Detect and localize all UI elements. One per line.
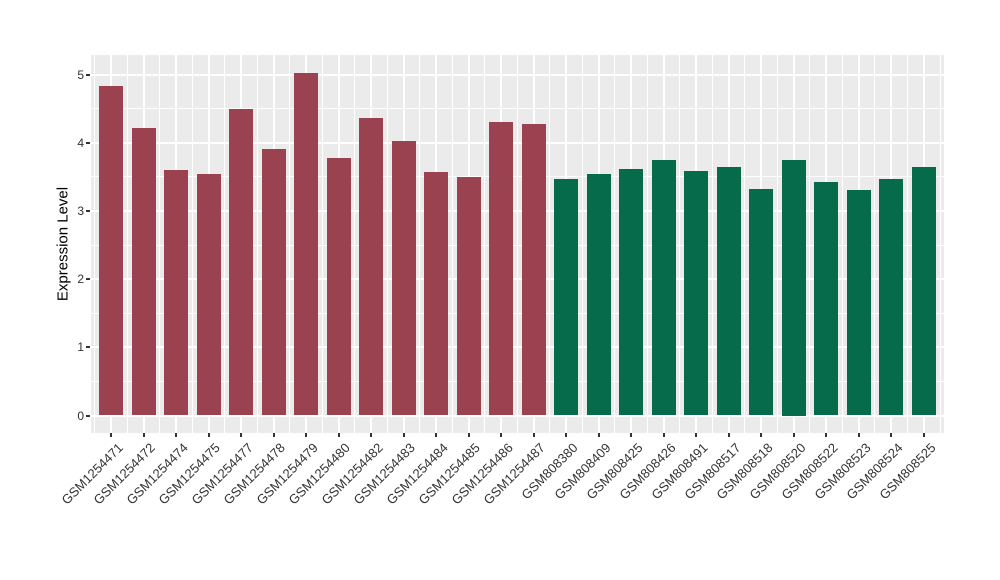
bar-GSM808520 — [781, 159, 806, 416]
y-axis-tick-label: 3 — [77, 203, 84, 218]
x-axis-tick — [402, 433, 405, 437]
bar-GSM808523 — [846, 190, 871, 416]
bar-GSM1254474 — [164, 169, 189, 416]
chart-panel — [91, 55, 944, 433]
x-axis-tick — [370, 433, 373, 437]
minor-gridline — [906, 55, 908, 433]
minor-gridline — [191, 55, 193, 433]
x-axis-tick — [857, 433, 860, 437]
x-axis-tick — [110, 433, 112, 437]
y-axis-tick — [86, 141, 90, 144]
minor-gridline — [679, 55, 681, 433]
minor-gridline — [516, 55, 518, 433]
minor-gridline — [224, 55, 226, 433]
minor-gridline — [711, 55, 713, 433]
bar-GSM1254475 — [196, 174, 221, 416]
bar-GSM808425 — [619, 169, 644, 416]
bar-GSM1254472 — [131, 128, 156, 416]
x-axis-tick — [305, 433, 308, 437]
bar-GSM1254483 — [391, 140, 416, 416]
x-axis-tick — [532, 433, 535, 437]
minor-gridline — [159, 55, 161, 433]
bar-GSM1254478 — [261, 148, 286, 416]
bar-GSM1254486 — [489, 122, 514, 416]
minor-gridline — [419, 55, 421, 433]
x-axis-tick — [630, 433, 633, 437]
y-axis-tick-label: 0 — [77, 408, 84, 423]
bar-GSM808524 — [879, 178, 904, 416]
bar-GSM808522 — [814, 181, 839, 416]
x-axis-tick — [890, 433, 893, 437]
minor-gridline — [354, 55, 356, 433]
x-axis-tick — [467, 433, 470, 437]
y-axis-tick — [86, 73, 90, 76]
x-axis-tick — [337, 433, 340, 437]
x-axis-tick — [500, 433, 503, 437]
x-axis-tick — [922, 433, 925, 437]
bar-GSM808518 — [749, 189, 774, 416]
bar-GSM1254485 — [456, 176, 481, 416]
minor-gridline — [549, 55, 551, 433]
x-axis-tick — [435, 433, 438, 437]
x-axis-tick — [272, 433, 275, 437]
bar-GSM1254484 — [424, 172, 449, 416]
x-axis-tick — [662, 433, 665, 437]
minor-gridline — [289, 55, 291, 433]
x-axis-tick — [175, 433, 178, 437]
y-axis-tick — [86, 346, 90, 349]
minor-gridline — [581, 55, 583, 433]
minor-gridline — [614, 55, 616, 433]
bar-GSM1254471 — [99, 86, 123, 416]
y-axis-tick — [86, 414, 90, 417]
bar-GSM1254479 — [294, 73, 319, 416]
minor-gridline — [256, 55, 258, 433]
x-axis-tick — [565, 433, 568, 437]
x-axis-tick — [727, 433, 730, 437]
minor-gridline — [94, 55, 96, 433]
bar-GSM808426 — [651, 160, 676, 416]
x-axis-tick — [240, 433, 243, 437]
minor-gridline — [809, 55, 811, 433]
x-axis-tick — [207, 433, 210, 437]
y-axis-tick-label: 2 — [77, 272, 84, 287]
y-axis-tick-label: 1 — [77, 340, 84, 355]
x-axis-tick — [760, 433, 763, 437]
bar-GSM808409 — [586, 174, 611, 416]
minor-gridline — [841, 55, 843, 433]
bar-GSM808491 — [684, 171, 709, 416]
minor-gridline — [646, 55, 648, 433]
bar-GSM808380 — [554, 178, 579, 416]
x-axis-tick — [825, 433, 828, 437]
minor-gridline — [321, 55, 323, 433]
y-axis-tick-label: 4 — [77, 135, 84, 150]
bar-GSM808525 — [911, 166, 936, 416]
minor-gridline — [776, 55, 778, 433]
x-axis-tick — [142, 433, 145, 437]
y-axis-tick — [86, 278, 90, 281]
y-axis-tick-label: 5 — [77, 67, 84, 82]
y-axis-tick — [86, 209, 90, 212]
minor-gridline — [386, 55, 388, 433]
minor-gridline — [126, 55, 128, 433]
minor-gridline — [744, 55, 746, 433]
bar-GSM1254480 — [326, 158, 351, 416]
x-axis-tick — [792, 433, 795, 437]
bar-GSM1254487 — [521, 124, 546, 416]
bar-GSM1254477 — [229, 109, 254, 416]
minor-gridline — [874, 55, 876, 433]
bar-GSM808517 — [716, 167, 741, 416]
minor-gridline — [484, 55, 486, 433]
x-axis-tick — [597, 433, 600, 437]
x-axis-tick — [695, 433, 698, 437]
bar-GSM1254482 — [359, 118, 384, 416]
minor-gridline — [939, 55, 941, 433]
minor-gridline — [451, 55, 453, 433]
